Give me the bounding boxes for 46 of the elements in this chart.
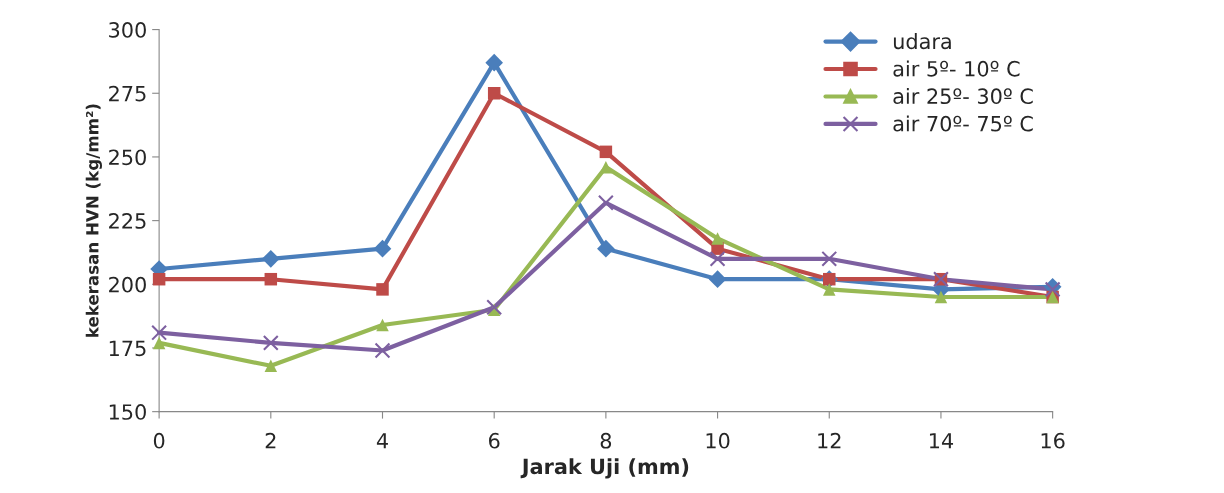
x-axis-title: Jarak Uji (mm): [520, 458, 689, 479]
x-tick-label: 4: [376, 433, 388, 449]
point: [487, 87, 501, 100]
point: [823, 283, 836, 296]
x-tick-label: 10: [706, 432, 730, 449]
point: [376, 283, 389, 296]
point: [597, 194, 614, 211]
point: [152, 336, 166, 350]
point: [934, 290, 948, 304]
point: [485, 53, 504, 72]
point: [261, 249, 280, 268]
x-tick-label: 16: [1041, 432, 1065, 449]
y-tick-label: 225: [109, 213, 146, 229]
legend-label: air 70º- 75º C: [893, 115, 1033, 132]
x-tick-label: 12: [818, 432, 841, 449]
x-tick-label: 0: [153, 432, 165, 449]
point: [599, 160, 613, 174]
point: [374, 342, 391, 359]
legend-label: udara: [893, 33, 951, 50]
y-tick-label: 275: [109, 85, 146, 102]
point: [264, 272, 278, 286]
x-tick-label: 2: [265, 432, 276, 449]
point: [708, 270, 727, 289]
y-tick-label: 175: [109, 340, 146, 357]
y-tick-label: 250: [109, 149, 146, 166]
point: [152, 272, 166, 286]
point: [709, 250, 726, 267]
point: [373, 239, 392, 258]
point: [599, 145, 613, 159]
x-tick-label: 6: [489, 432, 500, 449]
y-axis-title: kekerasan HVN (kg/mm²): [85, 104, 102, 337]
y-tick-label: 200: [109, 276, 146, 293]
point: [821, 250, 838, 267]
point: [711, 232, 724, 245]
x-tick-label: 14: [929, 433, 954, 449]
point: [597, 239, 615, 258]
y-tick-label: 150: [109, 404, 146, 420]
legend-label: air 25º- 30º C: [893, 87, 1033, 105]
point: [376, 318, 389, 332]
point: [151, 324, 168, 341]
y-tick-label: 300: [109, 22, 146, 38]
x-tick-label: 8: [600, 432, 612, 449]
point: [264, 359, 278, 373]
point: [486, 299, 503, 316]
legend-label: air 5º- 10º C: [893, 60, 1020, 77]
point: [262, 334, 279, 351]
